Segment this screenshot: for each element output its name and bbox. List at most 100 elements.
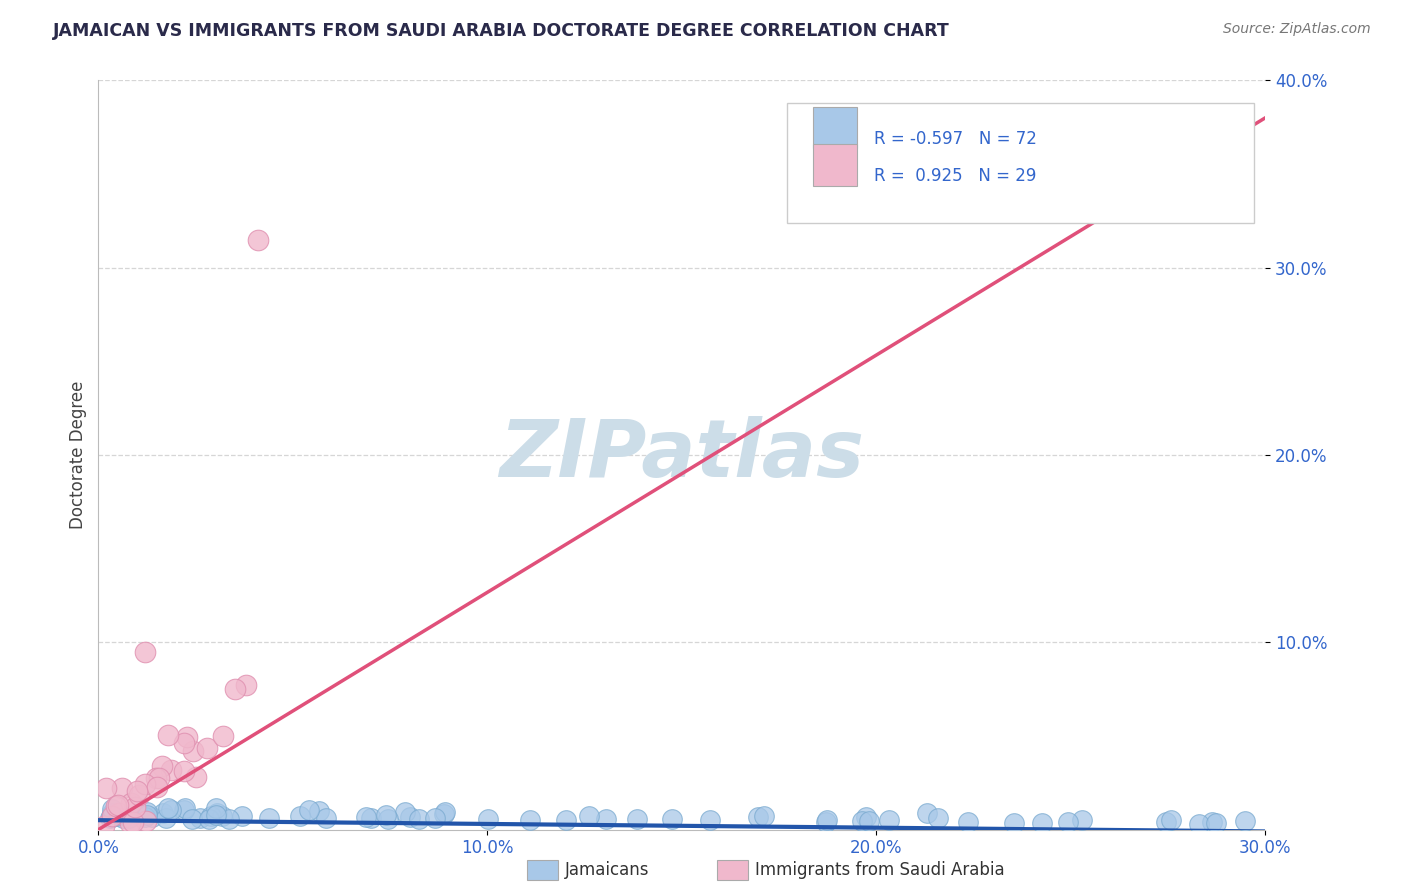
Point (956, 815, 979, 830)
Point (747, 810, 769, 824)
Point (699, 813, 721, 827)
Point (814, 814, 837, 829)
Point (855, 810, 877, 824)
Point (156, 801, 179, 815)
Point (124, 800, 146, 814)
Point (235, 678, 257, 692)
Text: Immigrants from Saudi Arabia: Immigrants from Saudi Arabia (755, 861, 1005, 879)
Point (555, 813, 578, 827)
Text: Source: ZipAtlas.com: Source: ZipAtlas.com (1223, 22, 1371, 37)
Point (141, 810, 163, 824)
Point (128, 809, 150, 823)
Point (173, 736, 195, 750)
Point (128, 789, 150, 803)
Point (375, 808, 398, 822)
Point (101, 802, 124, 816)
Point (146, 780, 169, 794)
Point (661, 812, 683, 826)
Point (204, 801, 226, 815)
Point (195, 741, 218, 756)
Point (1234, 814, 1257, 829)
Point (205, 808, 228, 822)
Point (224, 682, 246, 697)
Point (205, 805, 228, 820)
Text: R = -0.597   N = 72: R = -0.597 N = 72 (875, 129, 1038, 148)
Point (1205, 815, 1227, 830)
Point (145, 772, 167, 786)
Point (398, 810, 420, 824)
Point (135, 814, 157, 828)
Point (1002, 815, 1025, 830)
Point (1031, 815, 1053, 830)
Text: Jamaicans: Jamaicans (565, 861, 650, 879)
Point (104, 799, 127, 814)
Point (181, 743, 204, 757)
Point (100, 810, 122, 824)
Point (1160, 813, 1182, 827)
Point (176, 730, 198, 744)
Point (118, 816, 141, 830)
Point (118, 811, 141, 825)
Point (298, 803, 321, 817)
Point (184, 770, 207, 784)
Point (200, 809, 222, 823)
Point (180, 812, 202, 826)
Point (927, 811, 949, 825)
Point (595, 813, 617, 827)
Point (94, 780, 117, 795)
Point (377, 813, 399, 827)
Point (148, 771, 170, 785)
Point (98, 811, 121, 825)
Point (127, 783, 149, 797)
Point (108, 805, 131, 820)
Point (231, 809, 253, 823)
Point (1071, 813, 1094, 827)
Point (112, 810, 135, 824)
Point (188, 811, 211, 825)
Point (107, 798, 129, 813)
Point (354, 810, 377, 824)
Point (93, 819, 115, 833)
Point (915, 805, 938, 820)
Point (246, 232, 269, 246)
Point (134, 644, 156, 658)
Bar (813, 107, 858, 148)
Point (100, 809, 122, 823)
Point (851, 814, 873, 828)
Point (152, 805, 174, 820)
FancyBboxPatch shape (787, 103, 1254, 223)
Y-axis label: Doctorate Degree: Doctorate Degree (69, 381, 87, 529)
Point (150, 759, 173, 773)
Point (155, 811, 177, 825)
Point (1188, 816, 1211, 830)
Point (134, 809, 156, 823)
Point (360, 812, 382, 826)
Point (1056, 814, 1078, 829)
Point (1201, 814, 1223, 829)
Point (315, 811, 337, 825)
Point (111, 781, 134, 796)
Point (159, 764, 181, 778)
Point (211, 809, 233, 823)
Point (104, 808, 127, 822)
Point (101, 806, 124, 821)
Point (433, 807, 456, 822)
Point (519, 814, 541, 828)
Point (212, 729, 235, 743)
Point (752, 808, 775, 822)
Point (578, 808, 600, 822)
Point (121, 797, 143, 811)
Point (198, 812, 221, 826)
Point (174, 800, 197, 814)
Point (394, 805, 416, 820)
Text: R =  0.925   N = 29: R = 0.925 N = 29 (875, 167, 1036, 186)
Point (308, 804, 330, 818)
Point (288, 809, 311, 823)
Point (626, 812, 648, 826)
Bar (813, 145, 858, 186)
Point (134, 777, 156, 791)
Point (218, 812, 240, 826)
Point (477, 812, 499, 826)
Point (173, 764, 195, 778)
Point (157, 728, 180, 742)
